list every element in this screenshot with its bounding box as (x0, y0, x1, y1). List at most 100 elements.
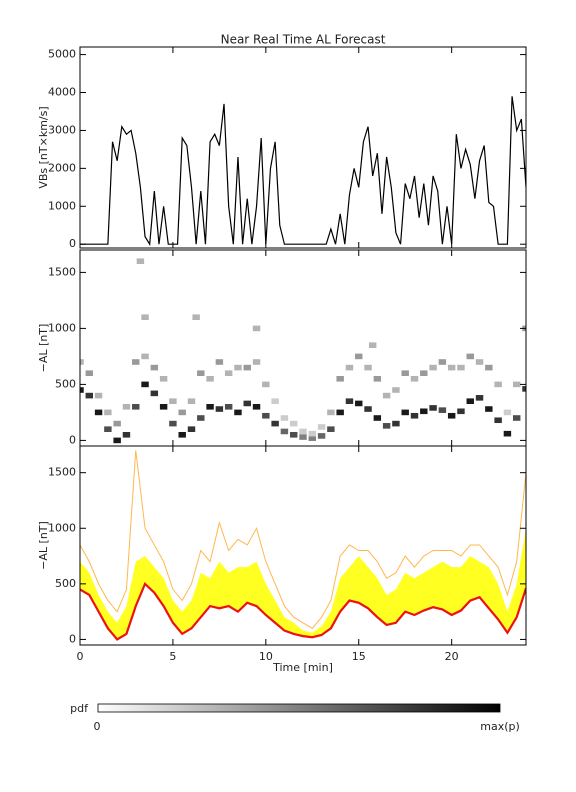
density-cell (420, 370, 428, 376)
density-cell (345, 398, 354, 404)
y-tick-label: 1500 (48, 265, 76, 278)
density-cell (457, 408, 465, 415)
density-cell (243, 400, 251, 407)
density-cell (392, 420, 400, 427)
plot-frame (79, 249, 527, 447)
density-cell (215, 406, 224, 412)
density-cell (132, 404, 140, 410)
density-cell (178, 409, 186, 416)
density-cell (485, 364, 493, 371)
density-cell (503, 430, 512, 437)
density-cell (141, 353, 149, 360)
density-cell (122, 432, 131, 438)
density-cell (466, 398, 474, 404)
density-cell (234, 364, 242, 371)
y-tick-label: 1000 (48, 199, 76, 212)
density-cell (345, 364, 354, 371)
density-cell (224, 370, 233, 376)
plot-frame (79, 445, 527, 646)
y-axis-label: −AL [nT] (37, 521, 50, 570)
density-cell (447, 364, 456, 371)
density-cell (429, 405, 437, 411)
density-cell (80, 359, 84, 365)
density-cell (355, 353, 363, 360)
y-tick-label: 0 (69, 237, 76, 250)
y-tick-label: 4000 (48, 86, 76, 99)
density-cell (308, 430, 317, 437)
density-cell (466, 353, 474, 360)
density-cell (85, 370, 94, 376)
density-cell (197, 415, 205, 421)
data-line (80, 96, 526, 247)
x-tick-label: 0 (77, 650, 84, 663)
y-tick-label: 1500 (48, 466, 76, 479)
density-cell (136, 258, 145, 264)
colorbar (97, 703, 501, 713)
density-cell (438, 359, 447, 365)
density-cell (85, 392, 94, 399)
density-cell (475, 359, 484, 365)
density-cell (401, 370, 409, 376)
density-cell (271, 398, 279, 404)
density-cell (206, 376, 214, 382)
density-cell (262, 412, 270, 419)
density-cell (368, 342, 377, 348)
density-cell (271, 420, 279, 427)
density-cell (243, 364, 251, 371)
density-cell (392, 387, 400, 393)
y-tick-label: 500 (55, 377, 76, 390)
density-cell (336, 409, 344, 416)
density-cell (122, 404, 131, 410)
density-cell (512, 415, 521, 421)
density-cell (494, 381, 502, 388)
density-cell (512, 381, 521, 388)
density-cell (289, 420, 298, 427)
x-tick-label: 5 (169, 650, 176, 663)
colorbar-min-label: 0 (94, 720, 101, 733)
y-tick-label: 2000 (48, 161, 76, 174)
density-cell (80, 387, 84, 393)
density-cell (401, 409, 409, 416)
density-cell (252, 359, 261, 365)
chart-title: Near Real Time AL Forecast (221, 33, 386, 47)
density-cell (113, 437, 121, 444)
density-cell (206, 404, 214, 410)
density-cell (252, 404, 261, 410)
density-cell (410, 376, 419, 382)
density-cell (94, 392, 103, 399)
y-tick-label: 0 (69, 433, 76, 446)
density-cell (262, 381, 270, 388)
density-cell (364, 406, 372, 412)
y-tick-label: 1000 (48, 521, 76, 534)
density-cell (159, 404, 168, 410)
density-cell (132, 359, 140, 365)
y-tick-label: 0 (69, 632, 76, 645)
density-cell (420, 408, 428, 415)
density-cell (494, 417, 502, 424)
density-cell (187, 398, 196, 404)
x-tick-label: 20 (445, 650, 459, 663)
density-cell (197, 370, 205, 376)
density-cell (522, 386, 526, 392)
density-cell (327, 409, 335, 416)
x-tick-label: 10 (259, 650, 273, 663)
colorbar-label: pdf (70, 702, 89, 715)
density-cell (150, 364, 159, 371)
y-tick-label: 3000 (48, 123, 76, 136)
density-cell (178, 432, 186, 438)
density-cell (169, 398, 177, 404)
y-tick-label: 5000 (48, 48, 76, 61)
y-axis-label: VBs [nT×km/s] (37, 106, 50, 188)
density-cell (475, 395, 484, 401)
density-cell (192, 314, 200, 320)
density-cell (317, 433, 326, 439)
density-cell (113, 420, 121, 427)
density-cell (159, 376, 168, 382)
density-cell (364, 364, 372, 371)
density-cell (382, 392, 391, 399)
density-cell (289, 432, 298, 438)
density-cell (299, 428, 307, 435)
density-cell (317, 424, 326, 430)
density-cell (94, 409, 103, 416)
